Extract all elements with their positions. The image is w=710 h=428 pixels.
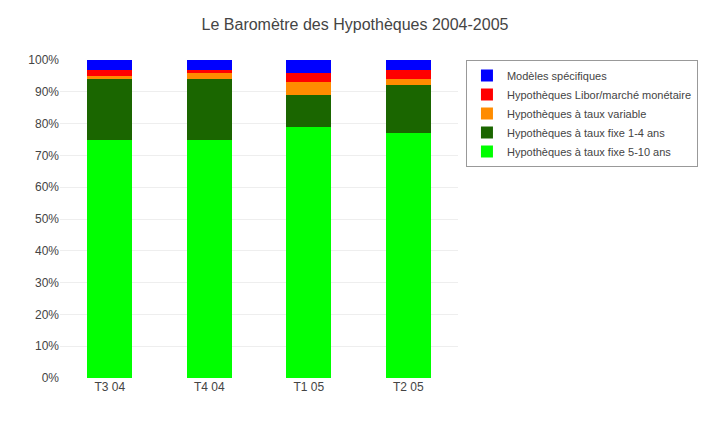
svg-text:Hypothèques à taux fixe 5-10 a: Hypothèques à taux fixe 5-10 ans — [507, 146, 671, 158]
svg-text:Hypothèques à taux fixe 1-4 an: Hypothèques à taux fixe 1-4 ans — [507, 127, 665, 139]
svg-text:T1 05: T1 05 — [293, 380, 324, 394]
svg-text:Le Baromètre des Hypothèques 2: Le Baromètre des Hypothèques 2004-2005 — [202, 16, 509, 33]
svg-text:90%: 90% — [35, 85, 59, 99]
svg-text:80%: 80% — [35, 117, 59, 131]
svg-text:50%: 50% — [35, 212, 59, 226]
svg-text:Modèles spécifiques: Modèles spécifiques — [507, 70, 607, 82]
svg-text:60%: 60% — [35, 180, 59, 194]
svg-text:T3 04: T3 04 — [94, 380, 125, 394]
svg-text:30%: 30% — [35, 276, 59, 290]
svg-text:10%: 10% — [35, 339, 59, 353]
svg-text:T4 04: T4 04 — [194, 380, 225, 394]
svg-text:40%: 40% — [35, 244, 59, 258]
svg-text:T2 05: T2 05 — [393, 380, 424, 394]
svg-text:100%: 100% — [28, 53, 59, 67]
svg-text:0%: 0% — [42, 371, 60, 385]
svg-text:Hypothèques Libor/marché monét: Hypothèques Libor/marché monétaire — [507, 89, 691, 101]
svg-text:70%: 70% — [35, 149, 59, 163]
svg-text:Hypothèques à taux variable: Hypothèques à taux variable — [507, 108, 646, 120]
svg-text:20%: 20% — [35, 308, 59, 322]
